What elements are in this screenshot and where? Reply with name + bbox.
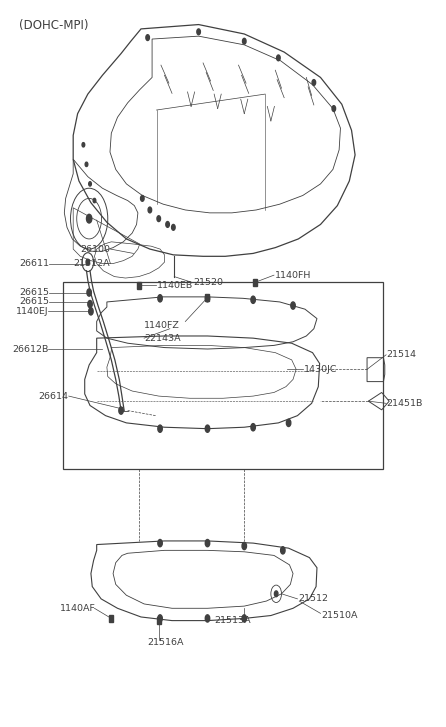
Text: 21520: 21520 bbox=[193, 278, 223, 287]
Circle shape bbox=[243, 39, 246, 44]
Circle shape bbox=[277, 55, 280, 61]
Text: 21513A: 21513A bbox=[214, 616, 251, 625]
Circle shape bbox=[87, 214, 92, 223]
Circle shape bbox=[291, 302, 295, 309]
Bar bbox=[109, 615, 113, 622]
Text: 1140FH: 1140FH bbox=[275, 270, 311, 280]
Circle shape bbox=[312, 79, 316, 85]
Text: 26611: 26611 bbox=[19, 259, 49, 268]
Text: 1140AF: 1140AF bbox=[59, 604, 95, 613]
Text: 21451B: 21451B bbox=[386, 399, 422, 408]
Circle shape bbox=[158, 615, 162, 622]
Bar bbox=[63, 281, 383, 468]
Circle shape bbox=[205, 425, 210, 433]
Circle shape bbox=[158, 425, 162, 433]
Bar bbox=[157, 617, 161, 624]
Text: 26615: 26615 bbox=[19, 297, 49, 307]
Bar bbox=[137, 282, 141, 289]
Circle shape bbox=[251, 296, 256, 303]
Text: (DOHC-MPI): (DOHC-MPI) bbox=[19, 20, 89, 33]
Text: 1140EJ: 1140EJ bbox=[16, 307, 48, 316]
Bar bbox=[206, 294, 210, 301]
Text: 21514: 21514 bbox=[386, 350, 416, 359]
Text: 21510A: 21510A bbox=[322, 611, 358, 620]
Circle shape bbox=[332, 105, 335, 111]
Circle shape bbox=[205, 294, 210, 302]
Circle shape bbox=[85, 162, 88, 166]
Text: 1430JC: 1430JC bbox=[304, 365, 337, 374]
Circle shape bbox=[242, 615, 247, 622]
Circle shape bbox=[93, 198, 96, 203]
Text: 21512: 21512 bbox=[298, 595, 328, 603]
Text: 26612B: 26612B bbox=[12, 345, 48, 353]
Circle shape bbox=[157, 216, 161, 222]
Text: 21516A: 21516A bbox=[148, 638, 184, 647]
Circle shape bbox=[146, 35, 149, 41]
Text: 21312A: 21312A bbox=[74, 259, 111, 268]
Circle shape bbox=[205, 539, 210, 547]
Circle shape bbox=[88, 300, 92, 308]
Circle shape bbox=[140, 196, 144, 201]
Circle shape bbox=[197, 29, 200, 35]
Text: 26614: 26614 bbox=[39, 392, 69, 401]
Circle shape bbox=[158, 539, 162, 547]
Circle shape bbox=[281, 547, 285, 554]
Bar bbox=[253, 279, 257, 286]
Text: 26100: 26100 bbox=[80, 244, 111, 254]
Circle shape bbox=[86, 260, 90, 265]
Circle shape bbox=[172, 225, 175, 230]
Text: 1140EB: 1140EB bbox=[157, 281, 193, 290]
Circle shape bbox=[89, 308, 93, 315]
Text: 26615: 26615 bbox=[19, 288, 49, 297]
Circle shape bbox=[158, 294, 162, 302]
Text: 22143A: 22143A bbox=[144, 334, 181, 342]
Text: 1140FZ: 1140FZ bbox=[144, 321, 180, 330]
Circle shape bbox=[205, 615, 210, 622]
Circle shape bbox=[286, 419, 291, 427]
Circle shape bbox=[274, 591, 278, 597]
Circle shape bbox=[82, 142, 85, 147]
Circle shape bbox=[148, 207, 152, 213]
Circle shape bbox=[242, 542, 247, 550]
Circle shape bbox=[119, 407, 123, 414]
Circle shape bbox=[251, 424, 256, 431]
Circle shape bbox=[166, 222, 169, 228]
Circle shape bbox=[87, 289, 91, 296]
Circle shape bbox=[89, 182, 91, 186]
